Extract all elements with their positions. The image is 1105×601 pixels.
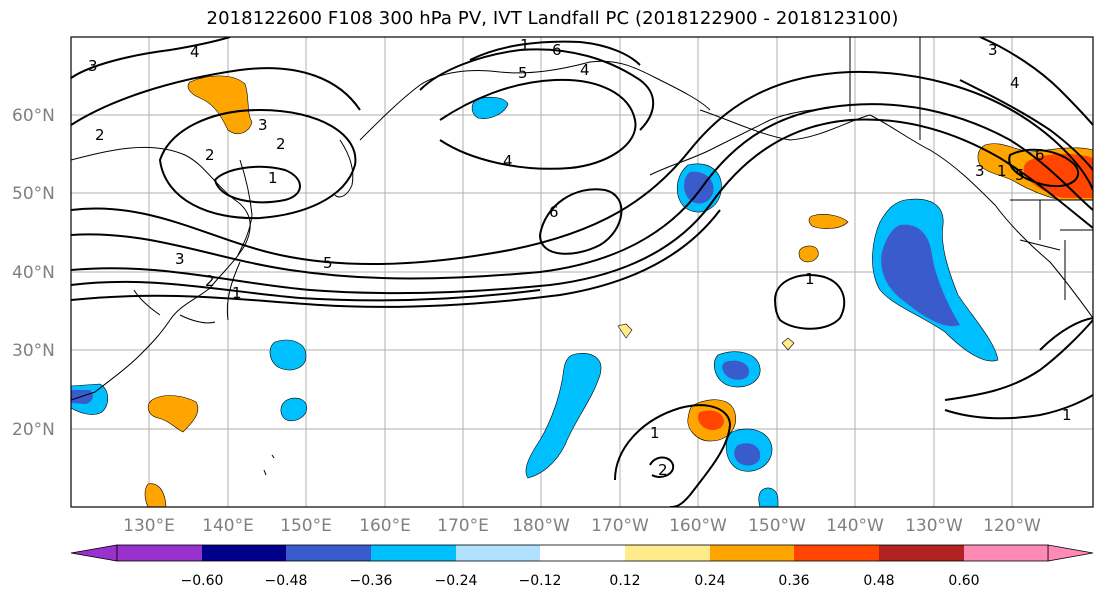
contour-label: 6: [552, 41, 562, 59]
contour-label: 3: [88, 57, 98, 75]
contour-label: 4: [190, 43, 200, 61]
contour-label: 2: [205, 146, 215, 164]
colorbar-bin: [286, 545, 371, 561]
lat-label: 20°N: [12, 420, 55, 440]
colorbar-tick-label: −0.48: [265, 573, 308, 589]
contour-label: 1: [268, 169, 278, 187]
contour-label: 6: [1035, 146, 1045, 164]
lon-label: 140°E: [202, 516, 254, 536]
lon-label: 150°W: [748, 516, 806, 536]
contour-label: 3: [988, 41, 998, 59]
colorbar-bin: [879, 545, 964, 561]
colorbar-bin: [794, 545, 879, 561]
lon-label: 170°E: [437, 516, 489, 536]
colorbar: −0.60 −0.48 −0.36 −0.24 −0.12 0.12 0.24 …: [70, 544, 1094, 589]
colorbar-tick-label: 0.48: [863, 573, 894, 589]
lat-label: 50°N: [12, 184, 55, 204]
contour-label: 5: [1015, 166, 1025, 184]
lat-label: 60°N: [12, 106, 55, 126]
contour-label: 1: [997, 162, 1007, 180]
colorbar-outline: [116, 544, 1049, 562]
contour-label: 1: [650, 424, 660, 442]
contour-label: 1: [1062, 406, 1072, 424]
colorbar-tick-label: 0.12: [609, 573, 640, 589]
contour-label: 1: [805, 270, 815, 288]
colorbar-bin: [540, 545, 625, 561]
colorbar-tick-label: −0.60: [181, 573, 224, 589]
contour-label: 3: [258, 116, 268, 134]
colorbar-tick-label: 0.36: [778, 573, 809, 589]
contour-label: 4: [1010, 74, 1020, 92]
map-title: 2018122600 F108 300 hPa PV, IVT Landfall…: [206, 8, 899, 29]
contour-label: 2: [658, 461, 668, 479]
contour-label: 1: [232, 284, 242, 302]
contour-labels: 4 3 2 1 3 2 1 5 6 4 5 6 4 3 2 1 2 3 4 6 …: [88, 36, 1072, 479]
colorbar-bin: [202, 545, 286, 561]
contour-label: 3: [975, 162, 985, 180]
colorbar-tick-label: −0.12: [519, 573, 562, 589]
contour-label: 2: [276, 135, 286, 153]
contour-label: 4: [503, 152, 513, 170]
contour-label: 3: [175, 250, 185, 268]
longitude-labels: 130°E 140°E 150°E 160°E 170°E 180°W 170°…: [123, 516, 1041, 536]
colorbar-tick-label: 0.60: [948, 573, 979, 589]
colorbar-tick-label: −0.24: [435, 573, 478, 589]
colorbar-bin: [117, 545, 202, 561]
colorbar-bin: [964, 545, 1048, 561]
lon-label: 160°E: [359, 516, 411, 536]
contour-label: 2: [205, 272, 215, 290]
lat-label: 30°N: [12, 341, 55, 361]
lon-label: 120°W: [983, 516, 1041, 536]
lon-label: 130°W: [905, 516, 963, 536]
colorbar-extend-high: [1047, 544, 1094, 562]
map-frame: [70, 36, 1094, 508]
contour-label: 5: [518, 64, 528, 82]
lon-label: 180°W: [512, 516, 570, 536]
lon-label: 130°E: [123, 516, 175, 536]
colorbar-tick-label: −0.36: [350, 573, 393, 589]
ivt-shading: [71, 75, 1093, 507]
colorbar-tick-label: 0.24: [694, 573, 725, 589]
latitude-labels: 60°N 50°N 40°N 30°N 20°N: [12, 106, 55, 440]
contour-label: 4: [580, 61, 590, 79]
lon-label: 140°W: [826, 516, 884, 536]
colorbar-extend-low: [70, 544, 118, 562]
contour-label: 2: [95, 126, 105, 144]
colorbar-bin: [371, 545, 456, 561]
colorbar-bin: [710, 545, 794, 561]
lon-label: 150°E: [280, 516, 332, 536]
lon-label: 170°W: [591, 516, 649, 536]
contour-label: 6: [549, 203, 559, 221]
lon-label: 160°W: [669, 516, 727, 536]
contour-label: 1: [520, 36, 530, 54]
colorbar-bin: [625, 545, 710, 561]
colorbar-bin: [456, 545, 540, 561]
contour-label: 5: [323, 254, 333, 272]
lat-label: 40°N: [12, 263, 55, 283]
pv-contours: [71, 37, 1093, 507]
